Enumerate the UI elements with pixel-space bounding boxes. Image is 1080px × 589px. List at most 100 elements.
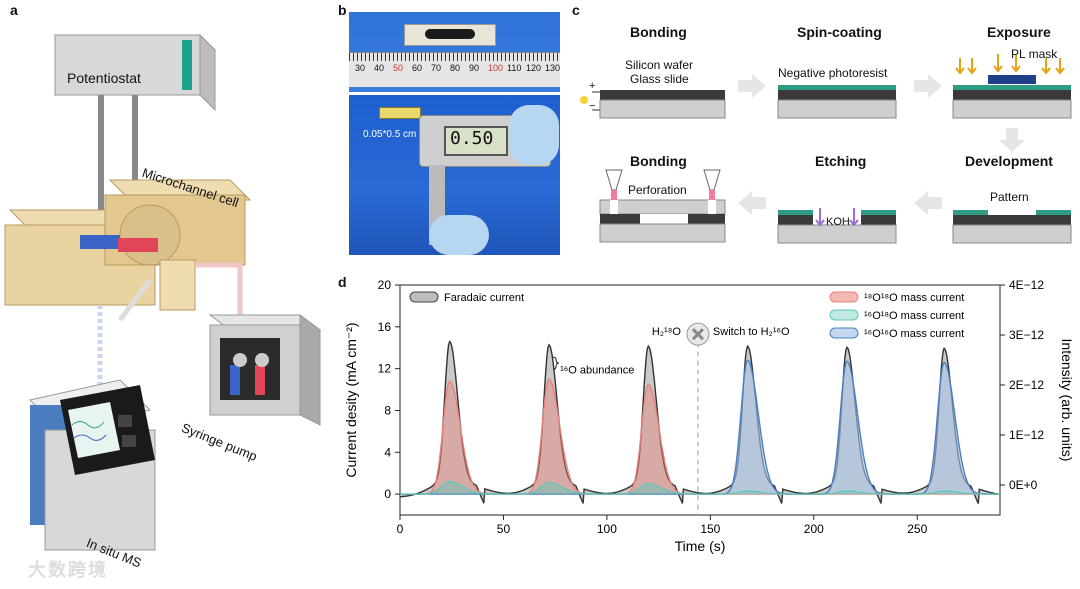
development-stack	[952, 210, 1072, 244]
minus-label: −	[589, 100, 596, 112]
potentiostat-label: Potentiostat	[67, 70, 141, 86]
arrow-left-icon	[914, 191, 942, 215]
arrow-left-icon	[738, 191, 766, 215]
pl-mask-label: PL mask	[1011, 47, 1058, 61]
legend-label-series: ¹⁶O¹⁶O mass current	[864, 328, 964, 340]
arrow-down-icon	[999, 128, 1025, 152]
panel-a-illustration	[4, 33, 322, 551]
etching-stack	[777, 208, 897, 244]
panel-c-letter: c	[572, 2, 580, 18]
y-tick-label: 20	[378, 278, 392, 292]
caliper-reading: 0.50	[450, 128, 494, 149]
switch-icon-cross	[691, 328, 704, 341]
silicon-wafer-label: Silicon wafer	[625, 58, 694, 72]
step-exposure-title: Exposure	[987, 24, 1051, 40]
ruler: 30 40 50 60 70 80 90 100 110 120 130	[349, 52, 560, 87]
legend-swatch-series	[829, 291, 859, 303]
legend-swatch-series	[829, 309, 859, 321]
spin-coating-stack	[777, 85, 897, 119]
negative-photoresist-label: Negative photoresist	[778, 66, 888, 80]
ruler-number: 110	[507, 63, 522, 73]
chip-thumbnail	[379, 107, 421, 119]
legend-swatch-series	[829, 327, 859, 339]
ruler-number: 100	[488, 63, 504, 73]
bonding-stack	[580, 90, 726, 119]
arrow-right-icon	[738, 74, 766, 98]
pattern-label: Pattern	[990, 190, 1029, 204]
y-tick-label: 16	[378, 320, 392, 334]
bonding2-stack	[599, 169, 726, 243]
plus-label: +	[589, 80, 596, 92]
x-tick-label: 0	[397, 522, 404, 536]
glass-slide-label: Glass slide	[630, 72, 689, 86]
y-axis-label: Current desity (mA cm⁻²)	[343, 322, 359, 477]
watermark: 大数跨境	[28, 560, 108, 580]
syringe-pump-device	[208, 314, 322, 426]
ruler-number: 60	[412, 63, 423, 73]
legend-label-series: ¹⁶O¹⁸O mass current	[864, 310, 964, 322]
ruler-photo: 30 40 50 60 70 80 90 100 110 120 130	[349, 12, 560, 92]
y-tick-label: 8	[384, 403, 391, 417]
x-tick-label: 100	[597, 522, 617, 536]
legend-label-faradaic: Faradaic current	[444, 292, 524, 304]
arrow-right-icon	[914, 74, 942, 98]
in-situ-ms-device	[29, 379, 156, 551]
step-spin-coating-title: Spin-coating	[797, 24, 882, 40]
ruler-number: 40	[374, 63, 385, 73]
step-etching-title: Etching	[815, 153, 867, 169]
plot-frame	[399, 284, 1001, 516]
o16o16-line	[400, 359, 1000, 495]
x-tick-label: 150	[700, 522, 720, 536]
faradaic-fill	[400, 341, 1000, 504]
o16o18-fill	[400, 481, 1000, 495]
x-tick-label: 50	[497, 522, 511, 536]
ruler-number: 90	[469, 63, 480, 73]
ruler-number: 80	[450, 63, 461, 73]
legend-swatch-faradaic	[409, 291, 439, 303]
x-axis-label: Time (s)	[675, 538, 726, 554]
y2-axis-label: Intensity (arb. units)	[1059, 339, 1075, 462]
y2-tick-label: 3E−12	[1009, 328, 1044, 342]
caliper-photo: 0.05*0.5 cm 0.50	[349, 95, 560, 255]
o16o18-line	[400, 480, 1000, 495]
step-bonding2-title: Bonding	[630, 153, 687, 169]
ruler-number: 120	[526, 63, 542, 73]
y-tick-label: 12	[378, 362, 392, 376]
faradaic-line	[399, 340, 1001, 504]
y2-tick-label: 0E+0	[1009, 478, 1038, 492]
exposure-stack	[952, 54, 1072, 119]
ruler-number: 50	[393, 63, 404, 73]
y2-tick-label: 1E−12	[1009, 428, 1044, 442]
ruler-number: 30	[355, 63, 366, 73]
o18o18-line	[400, 378, 1000, 495]
annotation-abundance: ¹⁶O abundance	[560, 365, 634, 377]
step-bonding-title: Bonding	[630, 24, 687, 40]
step-development-title: Development	[965, 153, 1053, 169]
panel-d-letter: d	[338, 274, 347, 290]
koh-label: KOH	[826, 216, 850, 228]
ruler-numbers: 30 40 50 60 70 80 90 100 110 120 130	[355, 63, 560, 77]
annotation-switch: Switch to H₂¹⁶O	[713, 326, 790, 338]
ruler-number: 130	[545, 63, 561, 73]
o18o18-fill	[400, 379, 1000, 495]
potentiostat-device	[53, 33, 217, 112]
y-tick-label: 4	[384, 445, 391, 459]
abundance-bracket	[553, 356, 560, 370]
microchannel-cell	[4, 179, 252, 311]
dimension-label: 0.05*0.5 cm	[363, 129, 417, 140]
panel-a-letter: a	[10, 2, 18, 18]
current-intensity-chart: 0 50 100 150 200 250 0 4 8 12 16 20 0E+0 1E−12 2E−12 3E…	[343, 278, 1075, 554]
annotation-h2-18o: H₂¹⁸O	[652, 326, 682, 338]
panel-b-letter: b	[338, 2, 347, 18]
legend-label-series: ¹⁸O¹⁸O mass current	[864, 292, 964, 304]
perforation-label: Perforation	[628, 183, 687, 197]
y-tick-label: 0	[384, 487, 391, 501]
x-tick-label: 250	[907, 522, 927, 536]
microchip-sample	[404, 24, 496, 46]
x-tick-label: 200	[804, 522, 824, 536]
y2-tick-label: 4E−12	[1009, 278, 1044, 292]
y2-tick-label: 2E−12	[1009, 378, 1044, 392]
ruler-number: 70	[431, 63, 442, 73]
o16o16-fill	[400, 360, 1000, 495]
fabrication-diagram	[580, 54, 1072, 244]
